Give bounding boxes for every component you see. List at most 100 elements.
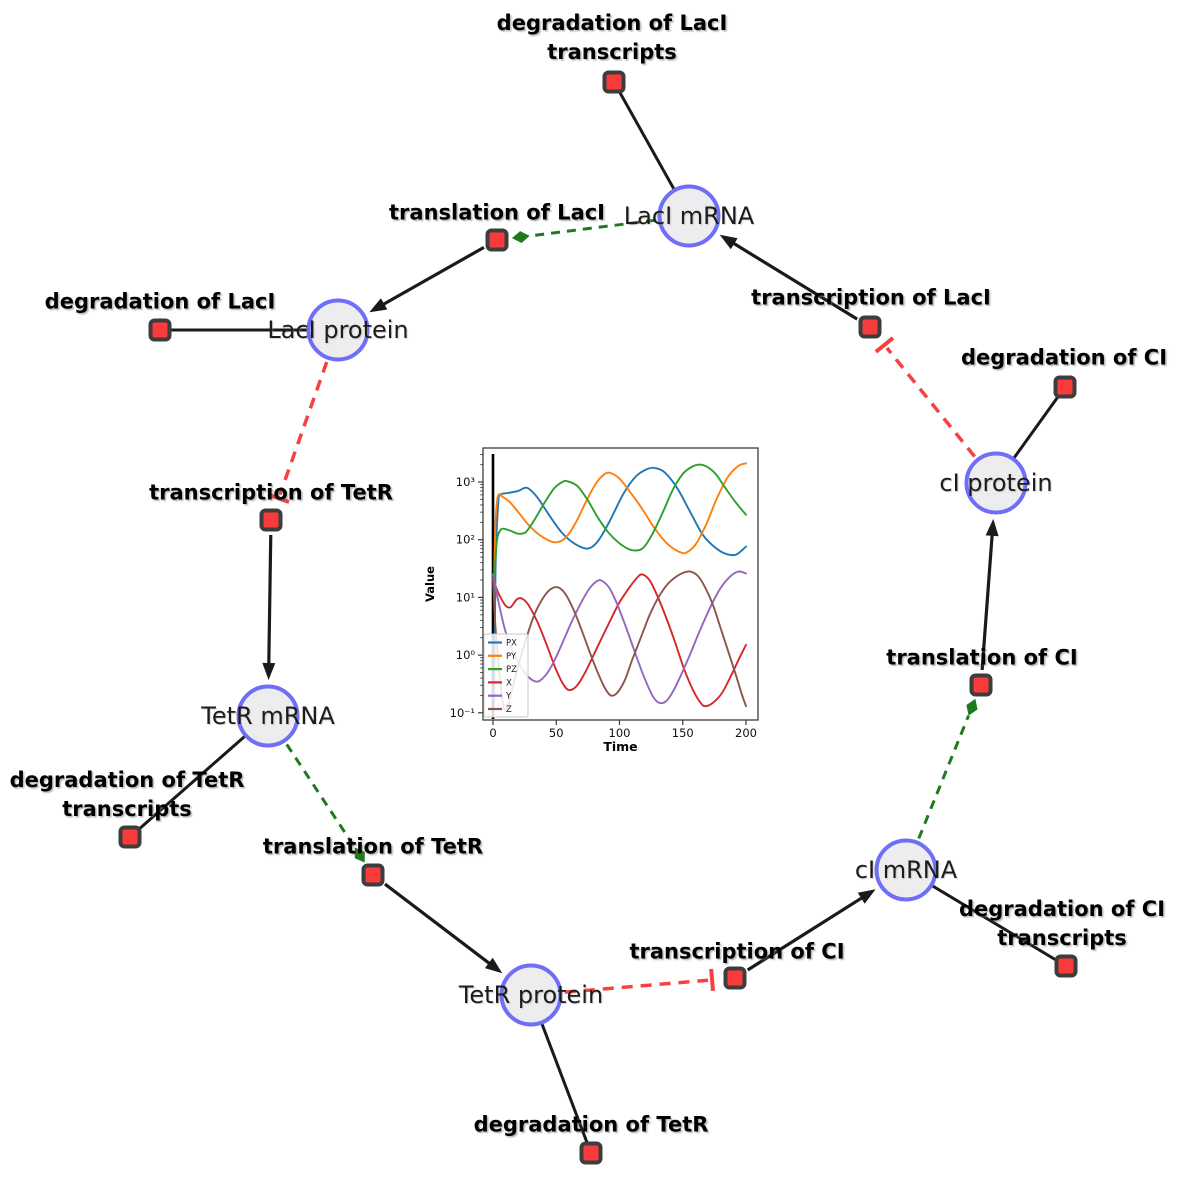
reaction-label-translation_TetR: translation of TetR xyxy=(263,833,483,862)
reaction-label-line: degradation of LacI xyxy=(496,11,728,35)
reaction-node-translation_LacI[interactable] xyxy=(485,228,509,252)
reaction-node-deg_CI_tx[interactable] xyxy=(1054,954,1078,978)
species-label-cI_mRNA: cI mRNA xyxy=(854,856,958,884)
reaction-label-line: translation of TetR xyxy=(262,834,484,859)
inhibition-tee xyxy=(709,968,715,992)
species-node-cI_protein[interactable] xyxy=(964,451,1028,515)
chart-x-axis-label: Time xyxy=(603,739,637,754)
chart-y-tick-label: 10¹ xyxy=(456,590,475,604)
reaction-label-line: transcription of TetR xyxy=(149,480,393,505)
inset-chart: 0 50 100 150 20010⁻¹10⁰10¹10²10³TimeValuePXP… xyxy=(423,432,777,764)
reaction-label-line: degradation of TetR xyxy=(9,768,245,792)
legend-label-PY: PY xyxy=(506,652,517,662)
reaction-label-line: degradation of TetR xyxy=(473,1112,709,1137)
legend-label-X: X xyxy=(506,678,512,688)
reaction-node-translation_CI[interactable] xyxy=(969,673,993,697)
chart-series-PX xyxy=(493,466,747,704)
arrowhead xyxy=(719,234,738,250)
reaction-label-line: transcription of CI xyxy=(629,939,845,964)
chart-y-tick-label: 10² xyxy=(456,533,475,547)
inhibition-tee xyxy=(874,336,895,354)
reaction-label-deg_TetR: degradation of TetR xyxy=(474,1111,709,1140)
species-label-LacI_protein: LacI protein xyxy=(267,316,409,344)
reaction-label-deg_TetR_tx: degradation of TetR transcripts xyxy=(10,766,245,824)
edge-produce xyxy=(267,534,273,671)
diamond-arrowhead xyxy=(354,847,365,863)
reaction-node-translation_TetR[interactable] xyxy=(361,863,385,887)
reaction-label-transcription_LacI: transcription of LacI xyxy=(751,284,991,313)
reaction-label-line: transcripts xyxy=(62,797,192,821)
chart-series-PZ xyxy=(493,463,747,584)
chart-series-X xyxy=(492,573,747,708)
chart-legend: PX PY PZ XYZ xyxy=(483,633,529,718)
reaction-label-line: translation of CI xyxy=(886,645,1078,670)
reaction-node-transcription_LacI[interactable] xyxy=(858,315,882,339)
legend-label-Y: Y xyxy=(505,692,512,702)
diamond-arrowhead xyxy=(966,698,978,716)
legend-label-PX: PX xyxy=(506,639,517,649)
legend-label-Z: Z xyxy=(506,705,512,715)
reaction-label-line: translation of LacI xyxy=(389,200,605,225)
reaction-node-deg_LacI_tx[interactable] xyxy=(602,70,626,94)
inhibition-tee xyxy=(267,492,290,504)
species-node-LacI_mRNA[interactable] xyxy=(657,184,721,248)
edge-modifier xyxy=(285,743,357,849)
arrowhead xyxy=(857,889,876,904)
edge-inhibition xyxy=(278,361,329,496)
chart-y-tick-label: 10⁰ xyxy=(456,648,476,662)
species-node-LacI_protein[interactable] xyxy=(306,298,370,362)
reaction-label-line: degradation of CI xyxy=(960,345,1168,370)
edge-inhibition xyxy=(885,346,976,458)
reaction-label-transcription_CI: transcription of CI xyxy=(629,938,844,967)
species-label-TetR_mRNA: TetR mRNA xyxy=(201,702,335,730)
chart-x-tick-label: 0 xyxy=(489,726,496,740)
reaction-label-deg_LacI: degradation of LacI xyxy=(45,288,276,317)
edge-produce xyxy=(746,893,868,972)
reaction-node-deg_LacI[interactable] xyxy=(148,318,172,342)
chart-y-tick-label: 10³ xyxy=(456,475,476,489)
edge-produce xyxy=(727,238,859,321)
edge-inhibition xyxy=(564,978,709,994)
chart-x-tick-label: 200 xyxy=(735,726,757,740)
reaction-node-deg_TetR_tx[interactable] xyxy=(118,825,142,849)
arrowhead xyxy=(985,518,999,537)
edge-produce xyxy=(383,882,496,969)
legend-label-PZ: PZ xyxy=(506,665,517,675)
reaction-label-line: transcripts xyxy=(997,926,1127,950)
species-node-cI_mRNA[interactable] xyxy=(874,838,938,902)
reaction-label-deg_LacI_tx: degradation of LacI transcripts xyxy=(497,9,728,67)
edge-modifier xyxy=(529,218,656,238)
edge-group xyxy=(129,81,1067,1154)
reaction-node-transcription_TetR[interactable] xyxy=(259,508,283,532)
reaction-label-deg_CI_tx: degradation of CI transcripts xyxy=(959,895,1165,953)
reaction-label-transcription_TetR: transcription of TetR xyxy=(149,479,393,508)
reaction-label-line: transcripts xyxy=(547,40,677,64)
species-label-cI_protein: cI protein xyxy=(939,469,1053,497)
edge-modifier xyxy=(917,715,970,840)
edge-produce xyxy=(980,528,995,671)
reaction-node-deg_CI[interactable] xyxy=(1053,375,1077,399)
species-label-LacI_mRNA: LacI mRNA xyxy=(623,202,755,230)
chart-spines xyxy=(482,447,759,721)
reaction-node-deg_TetR[interactable] xyxy=(579,1141,603,1165)
reaction-label-line: degradation of CI xyxy=(958,897,1166,921)
diamond-arrowhead xyxy=(511,231,530,243)
edge-produce xyxy=(377,245,485,309)
chart-y-axis-label: Value xyxy=(423,566,437,602)
chart-x-tick-label: 100 xyxy=(609,726,631,740)
species-node-TetR_protein[interactable] xyxy=(499,963,563,1027)
reaction-label-translation_CI: translation of CI xyxy=(886,644,1077,673)
reaction-label-deg_CI: degradation of CI xyxy=(961,344,1167,373)
species-label-TetR_protein: TetR protein xyxy=(458,981,604,1009)
reaction-label-translation_LacI: translation of LacI xyxy=(389,199,605,228)
reaction-node-transcription_CI[interactable] xyxy=(723,966,747,990)
chart-x-tick-label: 150 xyxy=(672,726,694,740)
chart-y-tick-label: 10⁻¹ xyxy=(450,706,475,720)
arrowhead xyxy=(484,957,503,974)
arrowhead xyxy=(262,662,276,680)
reaction-label-line: transcription of LacI xyxy=(751,285,991,310)
species-node-TetR_mRNA[interactable] xyxy=(236,684,300,748)
reaction-label-line: degradation of LacI xyxy=(44,289,276,314)
